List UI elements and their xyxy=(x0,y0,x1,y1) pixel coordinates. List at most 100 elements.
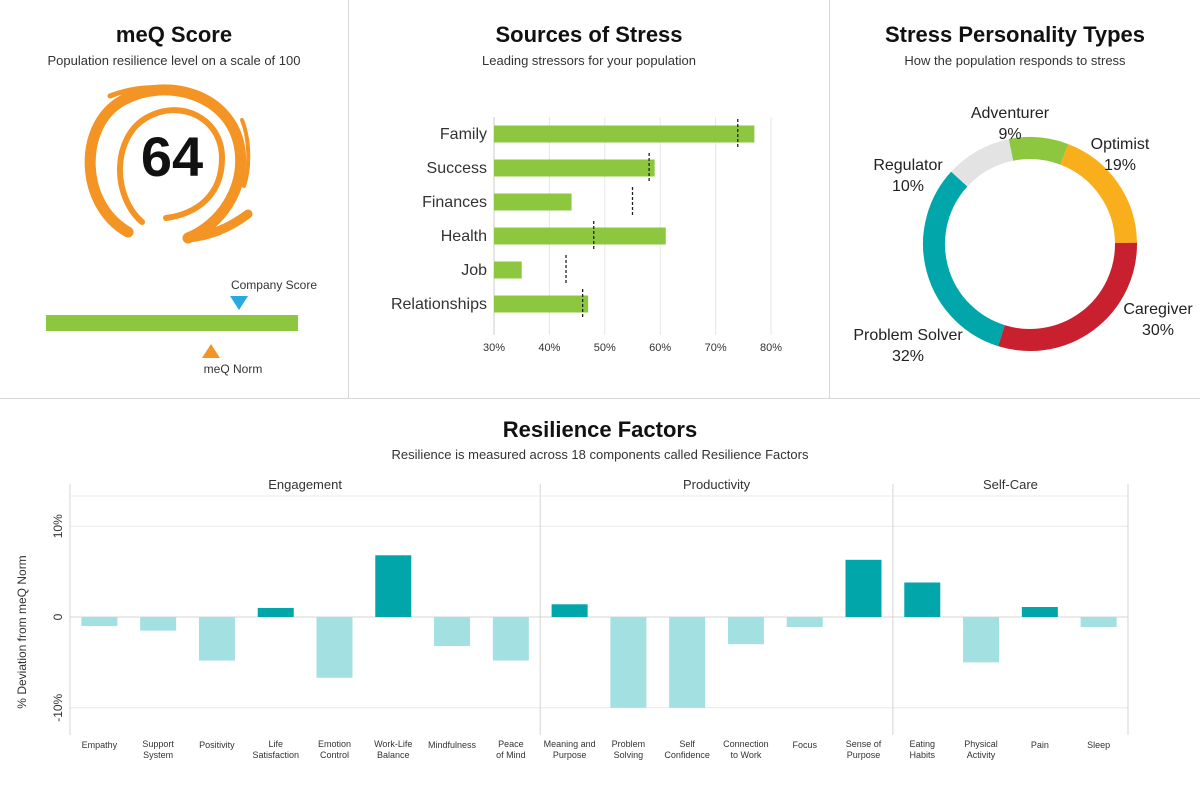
resilience-category-label: Life xyxy=(268,739,283,749)
stress-tick-label: 80% xyxy=(760,342,782,354)
personality-panel: Stress Personality Types How the populat… xyxy=(830,0,1200,398)
stress-tick-label: 60% xyxy=(649,342,671,354)
resilience-category-label: Sense of xyxy=(846,739,882,749)
resilience-y-axis-label: % Deviation from meQ Norm xyxy=(15,555,29,708)
stress-tick-label: 40% xyxy=(538,342,560,354)
resilience-bar xyxy=(316,617,353,678)
stress-category-label: Job xyxy=(461,262,487,279)
resilience-category-label: Eating xyxy=(910,739,936,749)
resilience-category-label: Emotion xyxy=(318,739,351,749)
resilience-category-label: Solving xyxy=(614,750,644,760)
donut-slice-caregiver xyxy=(998,242,1137,351)
resilience-category-label: System xyxy=(143,750,173,760)
resilience-category-label: Activity xyxy=(967,750,996,760)
resilience-category-label: Connection xyxy=(723,739,769,749)
divider-right xyxy=(829,0,830,398)
stress-tick-label: 50% xyxy=(594,342,616,354)
donut-slice-regulator xyxy=(951,139,1014,187)
resilience-category-label: Habits xyxy=(910,750,936,760)
donut-slice-adventurer xyxy=(1008,137,1069,165)
resilience-bar xyxy=(551,604,588,617)
divider-horizontal xyxy=(0,398,1200,399)
resilience-category-label: Purpose xyxy=(847,750,881,760)
resilience-category-label: Empathy xyxy=(82,740,118,750)
resilience-category-label: Mindfulness xyxy=(428,740,477,750)
donut-label-percent: 9% xyxy=(998,126,1021,143)
resilience-y-tick-label: 10% xyxy=(51,514,65,538)
resilience-subtitle: Resilience is measured across 18 compone… xyxy=(391,447,809,462)
stress-bar xyxy=(494,159,655,177)
meq-title: meQ Score xyxy=(115,22,233,47)
sources-of-stress-panel: Sources of Stress Leading stressors for … xyxy=(349,0,829,398)
donut-label-name: Problem Solver xyxy=(853,327,963,344)
donut-label-percent: 30% xyxy=(1142,322,1174,339)
donut-label-name: Adventurer xyxy=(971,105,1050,122)
meq-subtitle: Population resilience level on a scale o… xyxy=(47,53,301,68)
meq-score-bar xyxy=(46,315,298,331)
stress-subtitle: Leading stressors for your population xyxy=(482,53,696,68)
resilience-bar xyxy=(1021,607,1058,617)
company-score-marker xyxy=(230,296,248,310)
resilience-bar xyxy=(845,559,882,617)
stress-category-label: Relationships xyxy=(391,296,487,313)
stress-bar xyxy=(494,125,755,143)
stress-tick-label: 70% xyxy=(705,342,727,354)
resilience-bar xyxy=(257,607,294,617)
resilience-category-label: Positivity xyxy=(199,740,235,750)
resilience-bar xyxy=(904,582,941,617)
meq-score-panel: meQ Score Population resilience level on… xyxy=(0,0,348,398)
stress-chart: 30% 40% 50% 60% 70% 80% Family Success Finances H… xyxy=(391,117,782,354)
personality-title: Stress Personality Types xyxy=(884,22,1146,47)
company-score-label: Company Score xyxy=(231,278,317,292)
divider-left xyxy=(348,0,349,398)
personality-subtitle: How the population responds to stress xyxy=(904,53,1126,68)
resilience-category-label: Self xyxy=(679,739,695,749)
resilience-bar xyxy=(669,617,706,708)
resilience-category-label: Peace xyxy=(498,739,524,749)
donut-label-percent: 19% xyxy=(1104,157,1136,174)
donut-label-name: Optimist xyxy=(1091,136,1150,153)
stress-category-label: Health xyxy=(441,228,487,245)
donut-slice-problem-solver xyxy=(923,171,1005,347)
resilience-category-label: Pain xyxy=(1031,740,1049,750)
resilience-y-tick-label: -10% xyxy=(51,693,65,721)
stress-tick-label: 30% xyxy=(483,342,505,354)
stress-bar xyxy=(494,295,589,313)
stress-bar xyxy=(494,227,666,245)
resilience-bar xyxy=(727,617,764,645)
resilience-category-label: Balance xyxy=(377,750,410,760)
resilience-panel: Resilience Factors Resilience is measure… xyxy=(0,399,1200,800)
resilience-bar xyxy=(375,555,412,617)
resilience-group-label: Productivity xyxy=(683,477,751,492)
meq-graphic: 64 Company Score meQ Norm xyxy=(46,84,317,376)
personality-donut-chart: Adventurer 9% Optimist 19% Caregiver 30% Probl… xyxy=(853,105,1193,365)
resilience-bar xyxy=(492,617,529,661)
resilience-bar xyxy=(434,617,471,647)
resilience-category-label: Purpose xyxy=(553,750,587,760)
resilience-category-label: of Mind xyxy=(496,750,526,760)
resilience-bar xyxy=(198,617,235,661)
resilience-y-tick-label: 0 xyxy=(51,613,65,620)
donut-slice-optimist xyxy=(1060,144,1137,244)
resilience-category-label: Work-Life xyxy=(374,739,412,749)
stress-category-label: Finances xyxy=(422,194,487,211)
resilience-group-label: Engagement xyxy=(268,477,342,492)
stress-category-label: Success xyxy=(427,160,487,177)
meq-logo-icon xyxy=(84,84,253,244)
resilience-category-label: Control xyxy=(320,750,349,760)
resilience-category-label: Focus xyxy=(792,740,817,750)
resilience-bar xyxy=(1080,617,1117,627)
donut-label-percent: 32% xyxy=(892,348,924,365)
resilience-category-label: Confidence xyxy=(664,750,710,760)
stress-title: Sources of Stress xyxy=(495,22,683,47)
resilience-bar xyxy=(81,617,118,627)
resilience-category-label: Sleep xyxy=(1087,740,1110,750)
resilience-bar xyxy=(140,617,177,631)
stress-category-label: Family xyxy=(440,126,487,143)
resilience-category-label: Satisfaction xyxy=(252,750,299,760)
meq-score-value: 64 xyxy=(141,125,203,188)
stress-bar xyxy=(494,261,522,279)
resilience-chart: 10% 0 -10% % Deviation from meQ Norm Engagem… xyxy=(15,477,1129,760)
resilience-category-label: Support xyxy=(142,739,174,749)
resilience-category-label: to Work xyxy=(731,750,762,760)
